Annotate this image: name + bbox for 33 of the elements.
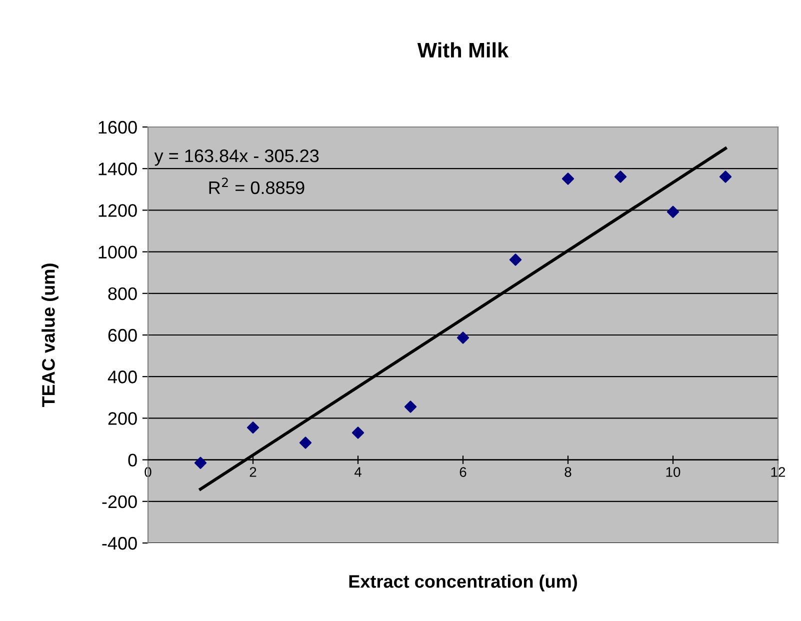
- y-tick-label: 0: [128, 454, 137, 467]
- y-tick-label: -200: [102, 495, 137, 508]
- y-tick-label: -400: [102, 536, 137, 550]
- y-tick-label: 1600: [98, 120, 137, 134]
- x-tick-label: 4: [354, 467, 362, 477]
- point: [299, 436, 312, 449]
- x-tick-label: 6: [460, 467, 466, 477]
- y-tick-label: 800: [108, 287, 137, 300]
- y-tick-label: 400: [108, 370, 137, 384]
- point: [352, 426, 364, 439]
- point: [246, 421, 260, 434]
- x-tick-label: 10: [666, 467, 680, 477]
- y-tick-label: 1400: [98, 162, 137, 176]
- chart-title: With Milk: [417, 42, 509, 58]
- annotation: R$^{2}$ = 0.8859: [209, 178, 304, 194]
- x-axis-title: Extract concentration (um): [349, 574, 577, 592]
- point: [509, 254, 522, 266]
- x-tick-label: 8: [564, 467, 572, 477]
- y-axis-title: TEAC value (um): [42, 264, 58, 408]
- point: [194, 456, 207, 469]
- x-tick-label: 12: [771, 467, 786, 477]
- y-tick-label: 600: [108, 328, 137, 342]
- point: [666, 206, 680, 218]
- point: [456, 332, 470, 344]
- point: [404, 400, 417, 413]
- point: [562, 172, 574, 185]
- y-tick-label: 200: [108, 412, 137, 425]
- y-tick-label: 1000: [98, 246, 137, 259]
- point: [614, 170, 627, 183]
- point: [719, 170, 732, 183]
- annotation: y = 163.84x - 305.23: [154, 149, 319, 166]
- y-tick-label: 1200: [98, 204, 137, 217]
- x-tick-label: 2: [250, 467, 256, 477]
